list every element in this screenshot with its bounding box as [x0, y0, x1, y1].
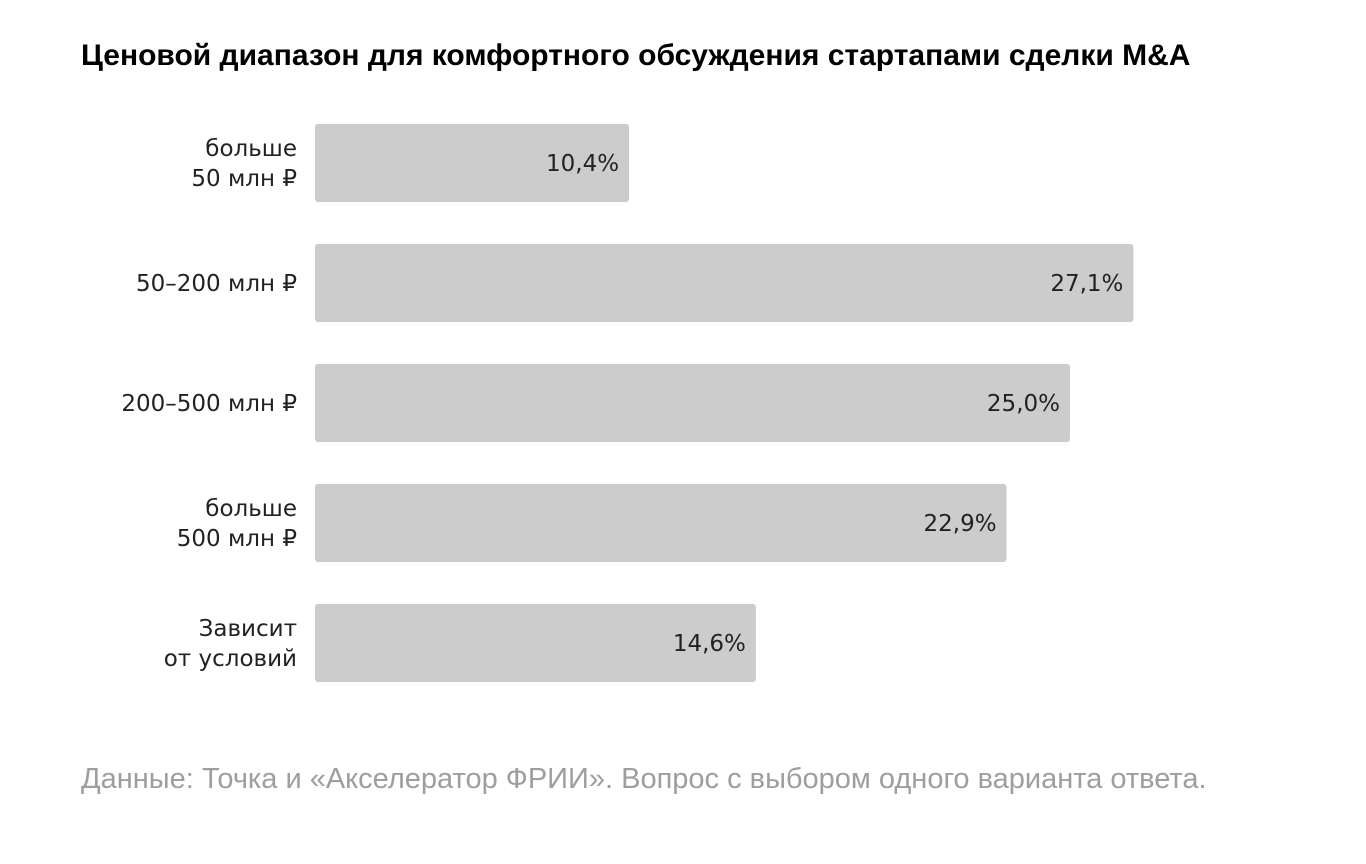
category-label-line: 200–500 млн ₽ [121, 391, 297, 417]
bar-value-label-2: 27,1% [1050, 271, 1123, 297]
category-label-line: 50 млн ₽ [191, 166, 297, 192]
category-label-line: 500 млн ₽ [177, 526, 297, 552]
category-label-line: больше [205, 136, 297, 162]
chart-title: Ценовой диапазон для комфортного обсужде… [81, 39, 1191, 72]
category-label-3: 200–500 млн ₽ [121, 391, 297, 417]
category-label-1: больше 50 млн ₽ [191, 136, 297, 192]
bar-value-label-5: 14,6% [673, 631, 746, 657]
bar-value-label-4: 22,9% [924, 511, 997, 537]
bar-value-label-3: 25,0% [987, 391, 1060, 417]
category-label-line: больше [205, 496, 297, 522]
labels-layer: 10,4% больше 50 млн ₽ 27,1% 50–200 млн ₽ 25,0… [121, 136, 1123, 672]
bar-value-label-1: 10,4% [546, 151, 619, 177]
category-label-line: Зависит [199, 616, 297, 642]
bars-layer [315, 124, 1134, 682]
bar-3 [315, 364, 1070, 442]
bar-2 [315, 244, 1134, 322]
bar-5 [315, 604, 756, 682]
source-note: Данные: Точка и «Акселератор ФРИИ». Вопр… [81, 763, 1207, 795]
bar-1 [315, 124, 630, 202]
bar-4 [315, 484, 1007, 562]
category-label-4: больше 500 млн ₽ [177, 496, 297, 552]
category-label-5: Зависит от условий [164, 616, 297, 672]
category-label-line: от условий [164, 646, 297, 672]
category-label-line: 50–200 млн ₽ [136, 271, 297, 297]
category-label-2: 50–200 млн ₽ [136, 271, 297, 297]
